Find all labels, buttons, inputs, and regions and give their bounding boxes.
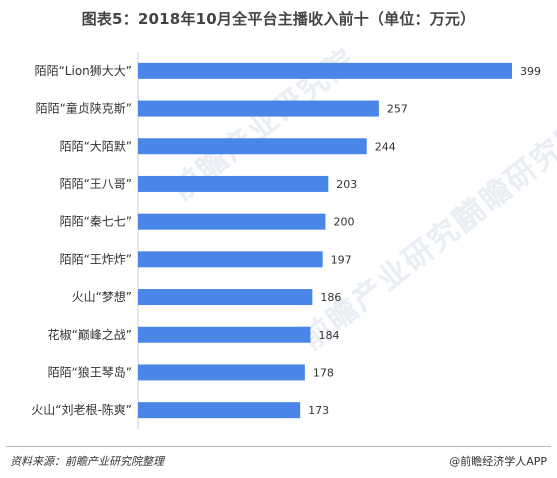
chart-title: 图表5：2018年10月全平台主播收入前十（单位：万元） bbox=[81, 10, 476, 28]
category-label: 火山“梦想” bbox=[72, 289, 132, 304]
bar bbox=[138, 100, 379, 117]
bar bbox=[138, 326, 311, 343]
credit-note: @前瞻经济学人APP bbox=[449, 455, 547, 468]
category-label: 陌陌“秦七七” bbox=[60, 215, 132, 229]
category-label: 陌陌“王炸炸” bbox=[60, 252, 132, 266]
category-label: 陌陌“大陌默” bbox=[60, 138, 132, 153]
data-label: 197 bbox=[331, 253, 352, 266]
bar bbox=[138, 213, 326, 230]
category-label: 火山“刘老根-陈爽” bbox=[31, 402, 132, 417]
data-label: 173 bbox=[308, 404, 329, 417]
category-label: 陌陌“王八哥” bbox=[60, 177, 132, 191]
data-label: 186 bbox=[320, 291, 341, 304]
bar bbox=[138, 251, 323, 268]
bar bbox=[138, 364, 305, 381]
footer-divider bbox=[6, 446, 551, 447]
category-label: 花椒“巅峰之战” bbox=[48, 327, 132, 342]
category-label: 陌陌“狼王琴岛” bbox=[48, 364, 132, 379]
data-label: 178 bbox=[313, 366, 334, 379]
category-label: 陌陌“童贞陕克斯” bbox=[36, 101, 132, 116]
category-label: 陌陌“Lion狮大大” bbox=[35, 64, 132, 78]
bar bbox=[138, 138, 367, 155]
data-label: 399 bbox=[520, 65, 541, 78]
data-label: 244 bbox=[375, 140, 396, 153]
data-label: 257 bbox=[387, 103, 408, 116]
bar bbox=[138, 175, 329, 192]
bar bbox=[138, 289, 313, 306]
data-label: 203 bbox=[336, 178, 357, 191]
data-label: 200 bbox=[333, 216, 354, 229]
bar-chart: 陌陌“Lion狮大大” 399 陌陌“童贞陕克斯” 257 陌陌“大陌默” 244 陌陌“王… bbox=[31, 52, 541, 429]
data-label: 184 bbox=[318, 329, 339, 342]
bar bbox=[138, 62, 512, 79]
source-note: 资料来源：前瞻产业研究院整理 bbox=[10, 455, 164, 468]
bar bbox=[138, 402, 301, 419]
